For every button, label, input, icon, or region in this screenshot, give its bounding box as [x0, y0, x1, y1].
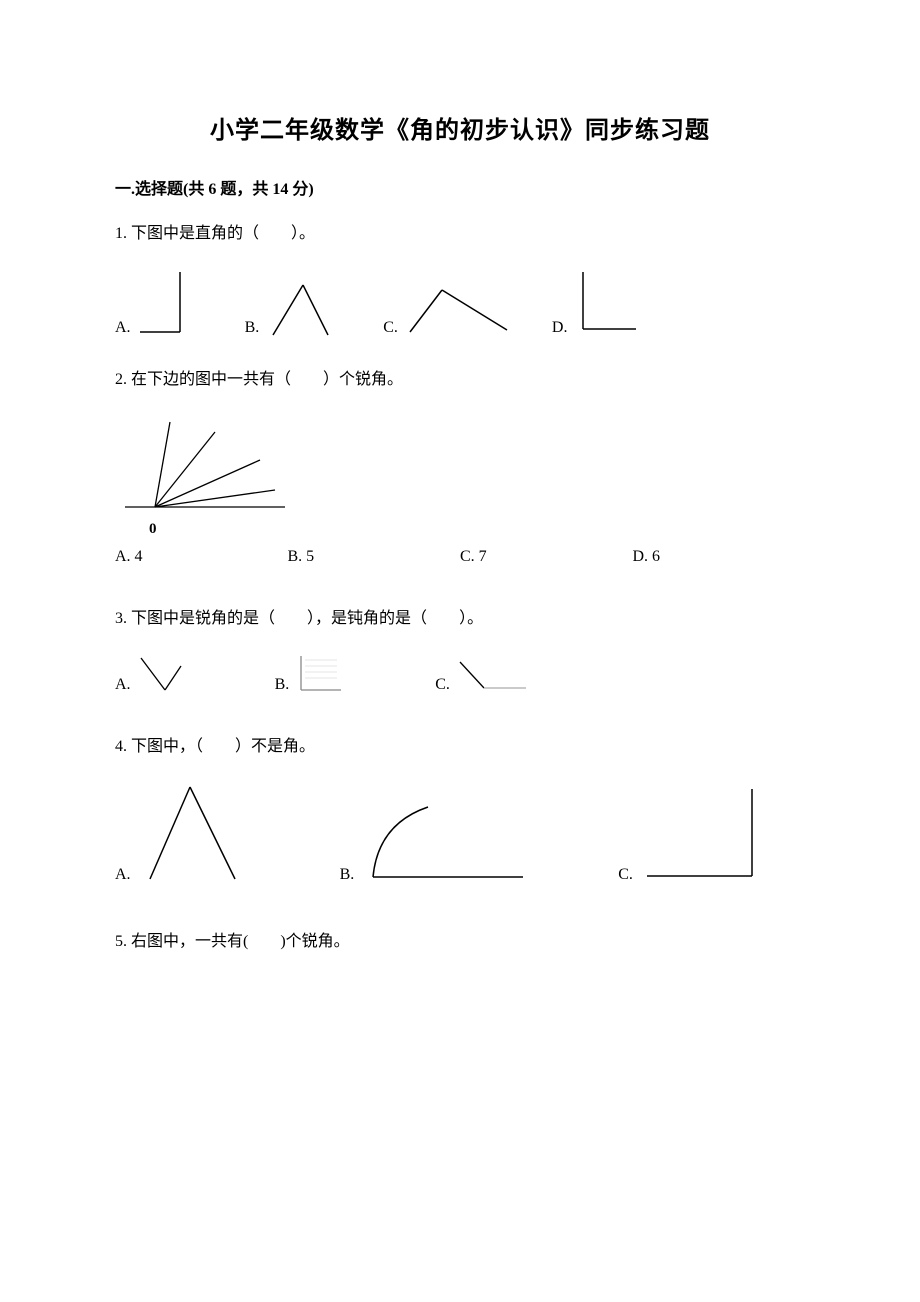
q2-option-d: D. 6: [633, 548, 806, 566]
q1-figure-d: [571, 267, 641, 337]
page: 小学二年级数学《角的初步认识》同步练习题 一.选择题(共 6 题，共 14 分)…: [0, 0, 920, 1302]
q2-figure-wrap: 0: [115, 412, 805, 538]
section-header: 一.选择题(共 6 题，共 14 分): [115, 175, 805, 199]
q2-option-b: B. 5: [288, 548, 461, 566]
q3-figure-a: [135, 652, 185, 694]
q2-options: A. 4 B. 5 C. 7 D. 6: [115, 548, 805, 566]
q3-text-p1: 3. 下图中是锐角的是（: [115, 610, 275, 627]
q1-option-a-label: A.: [115, 319, 131, 337]
q1-option-d-label: D.: [552, 319, 568, 337]
q3-option-a-label: A.: [115, 676, 131, 694]
q2-figure: [115, 412, 295, 527]
q1-option-b-label: B.: [245, 319, 260, 337]
q2-option-c: C. 7: [460, 548, 633, 566]
q3-text-p2: ），是钝角的是（: [307, 610, 427, 627]
q4-option-c-label: C.: [618, 866, 633, 884]
q1-figure-a: [135, 267, 205, 337]
q3-figure-b: [293, 652, 345, 694]
q1-figure-c: [402, 282, 512, 337]
q1-figure-b: [263, 277, 343, 337]
q3-blank1: [275, 610, 307, 627]
q2-option-a: A. 4: [115, 548, 288, 566]
q3-text: 3. 下图中是锐角的是（ ），是钝角的是（ ）。: [115, 606, 805, 632]
q1-options: A. B. C. D.: [115, 267, 805, 337]
q3-option-c-label: C.: [435, 676, 450, 694]
page-title: 小学二年级数学《角的初步认识》同步练习题: [115, 110, 805, 145]
q3-text-p3: ）。: [459, 610, 483, 627]
q1-option-c-label: C.: [383, 319, 398, 337]
q3-figure-c: [454, 656, 529, 694]
q4-options: A. B. C.: [115, 779, 805, 884]
q2-text: 2. 在下边的图中一共有（ ）个锐角。: [115, 367, 805, 393]
q4-figure-c: [637, 784, 762, 884]
q3-option-b-label: B.: [275, 676, 290, 694]
q2-origin-label: 0: [149, 521, 805, 538]
q4-option-b-label: B.: [340, 866, 355, 884]
q4-text: 4. 下图中，（ ）不是角。: [115, 734, 805, 760]
q3-blank2: [427, 610, 459, 627]
q1-text: 1. 下图中是直角的（ ）。: [115, 221, 805, 247]
q3-options: A. B. C.: [115, 652, 805, 694]
q5-text: 5. 右图中，一共有( )个锐角。: [115, 929, 805, 955]
q4-figure-b: [358, 799, 528, 884]
q4-option-a-label: A.: [115, 866, 131, 884]
q4-figure-a: [135, 779, 250, 884]
